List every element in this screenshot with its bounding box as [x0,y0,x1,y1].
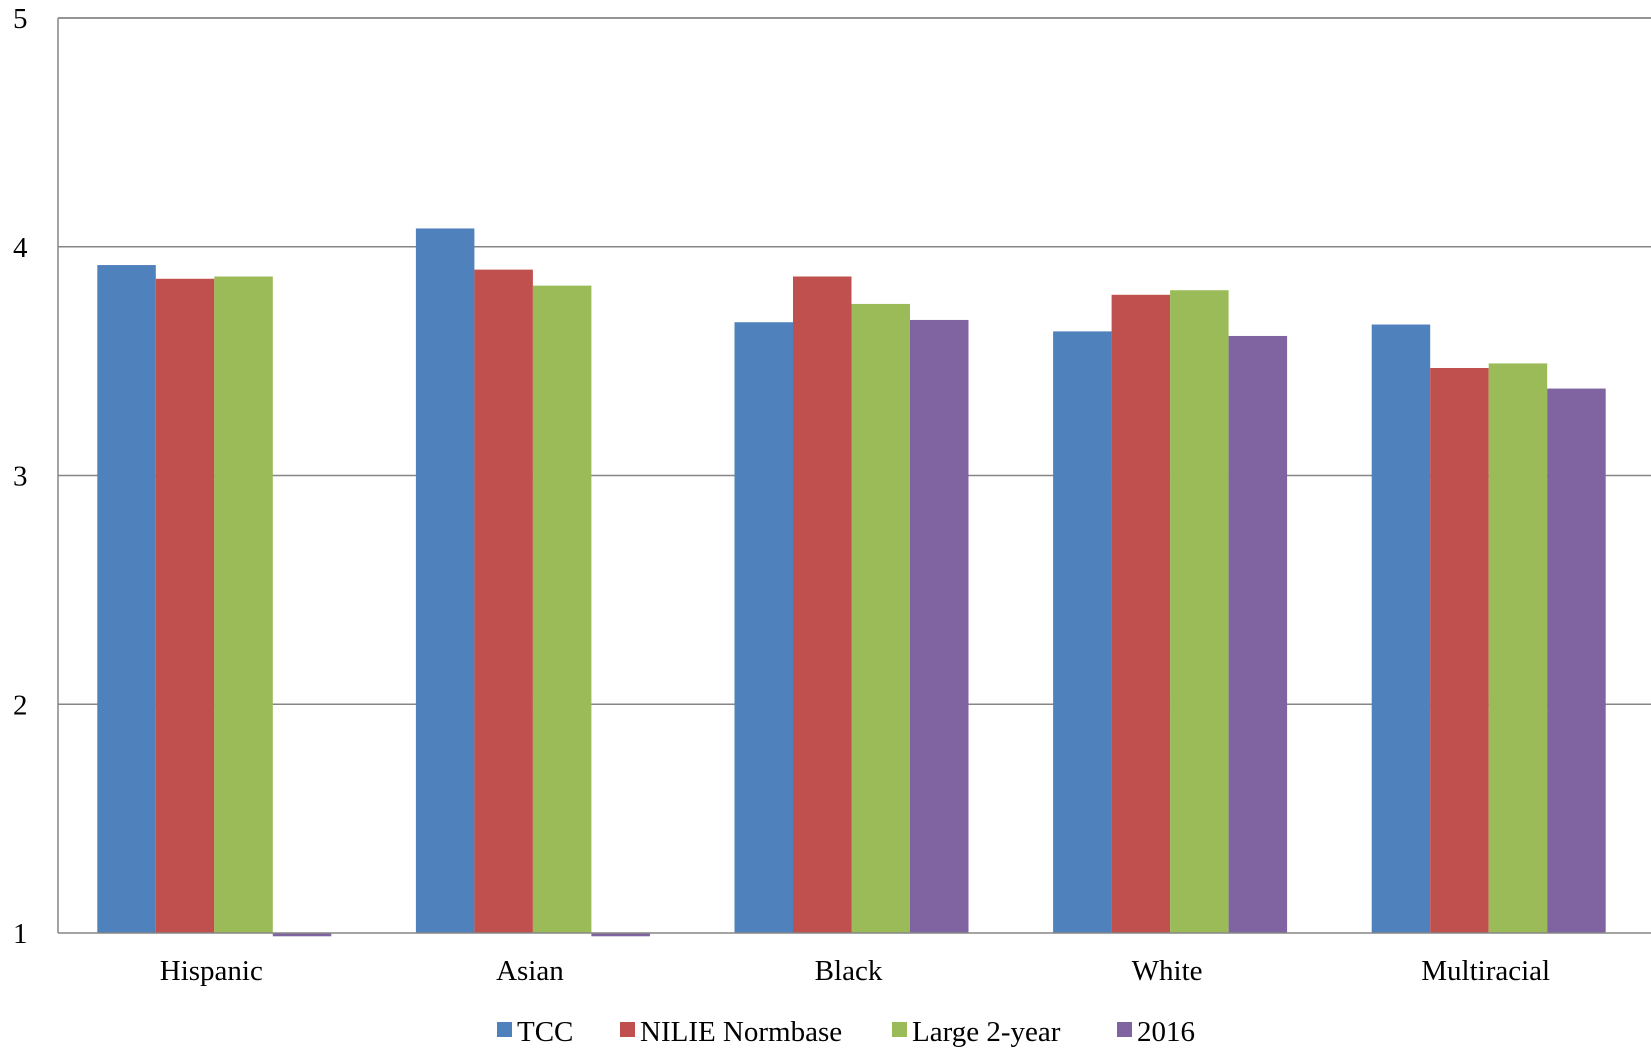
legend-swatch [497,1022,512,1037]
bar-white-nilie-normbase [1111,294,1171,934]
legend-item: Large 2-year [892,1016,1061,1048]
bar-white-large-2-year [1170,290,1229,933]
legend-label: NILIE Normbase [640,1016,842,1048]
bar-asian-2016 [591,933,650,937]
x-category-label: Asian [496,955,564,987]
x-category-label: Black [815,955,883,987]
bar-hispanic-large-2-year [214,276,273,933]
y-axis-tick-labels: 1 2 3 4 5 [13,3,28,950]
bar-asian-tcc [415,228,475,933]
bar-hispanic-nilie-normbase [155,278,215,933]
bar-hispanic-2016 [272,933,332,937]
bar-multiracial-2016 [1547,388,1606,933]
bar-multiracial-tcc [1371,324,1431,933]
legend: TCC NILIE Normbase Large 2-year 2016 [497,1016,1195,1048]
bar-hispanic-tcc [97,265,156,933]
legend-item: 2016 [1117,1016,1195,1048]
bar-black-large-2-year [851,303,910,933]
bar-asian-large-2-year [532,285,592,933]
x-category-label: Hispanic [160,955,263,987]
legend-swatch [1117,1022,1132,1037]
bar-black-2016 [910,319,969,933]
axes [57,17,1651,934]
bars [97,228,1606,937]
x-category-label: White [1132,955,1203,987]
x-axis-category-labels: Hispanic Asian Black White Multiracial [160,955,1550,987]
x-category-label: Multiracial [1421,955,1550,987]
bar-black-tcc [734,322,793,933]
bar-multiracial-large-2-year [1488,363,1548,934]
y-tick-label: 4 [13,232,28,264]
y-tick-label: 1 [13,918,28,950]
legend-label: Large 2-year [912,1016,1061,1048]
legend-swatch [620,1022,635,1037]
legend-item: NILIE Normbase [620,1016,842,1048]
y-tick-label: 5 [13,3,28,35]
legend-swatch [892,1022,907,1037]
bar-multiracial-nilie-normbase [1430,367,1489,933]
bar-white-tcc [1053,331,1112,933]
legend-label: TCC [517,1016,573,1048]
legend-label: 2016 [1137,1016,1195,1048]
legend-item: TCC [497,1016,573,1048]
y-tick-label: 3 [13,461,28,493]
bar-black-nilie-normbase [793,276,852,933]
bar-asian-nilie-normbase [474,269,533,933]
bar-white-2016 [1228,335,1288,933]
y-tick-label: 2 [13,689,28,721]
